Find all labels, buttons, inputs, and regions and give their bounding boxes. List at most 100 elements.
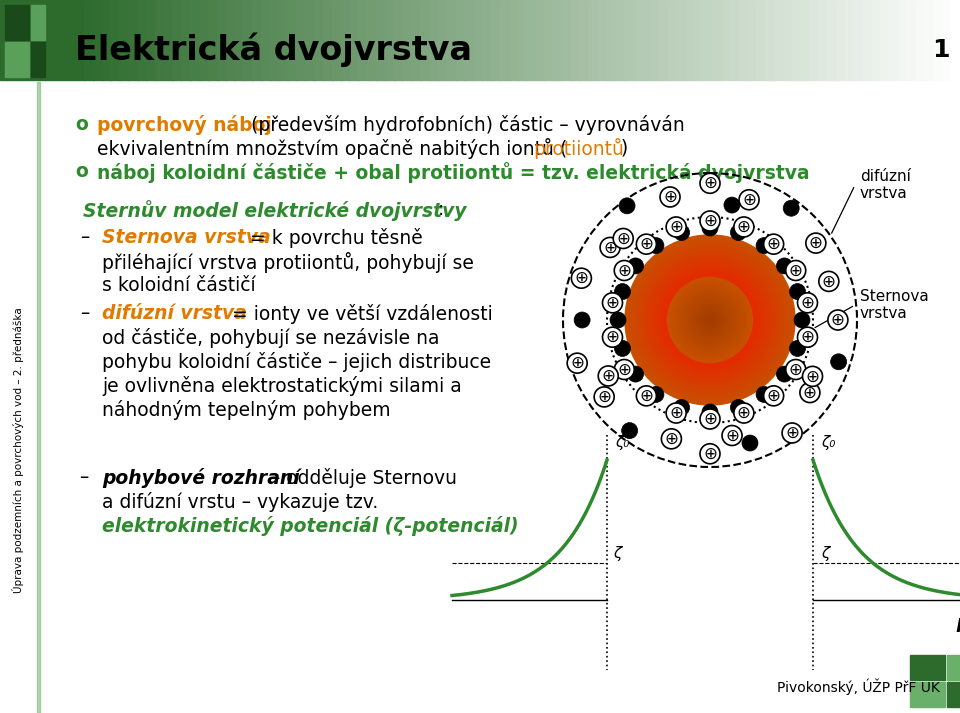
Circle shape — [763, 234, 783, 254]
Circle shape — [567, 353, 588, 373]
Bar — [614, 0, 625, 80]
Circle shape — [783, 200, 800, 216]
Bar — [305, 0, 315, 80]
Text: ): ) — [621, 138, 628, 157]
Bar — [37, 82, 40, 713]
Bar — [482, 0, 492, 80]
Bar — [376, 0, 386, 80]
Circle shape — [648, 258, 772, 381]
Circle shape — [613, 228, 634, 249]
Circle shape — [722, 426, 742, 446]
Bar — [712, 0, 722, 80]
Circle shape — [603, 327, 622, 347]
Circle shape — [648, 386, 664, 402]
Circle shape — [708, 318, 712, 322]
Bar — [947, 682, 960, 707]
Text: Sternova
vrstva: Sternova vrstva — [860, 289, 928, 321]
Circle shape — [700, 173, 720, 193]
Text: ⊕: ⊕ — [639, 235, 654, 253]
Circle shape — [693, 303, 727, 337]
Text: s koloidní částičí: s koloidní částičí — [102, 276, 255, 295]
Bar — [933, 0, 944, 80]
Text: ⊕: ⊕ — [785, 424, 799, 442]
Bar — [863, 0, 873, 80]
Text: difúzní vrstva: difúzní vrstva — [102, 304, 247, 323]
Bar — [128, 0, 138, 80]
Text: ⊕: ⊕ — [601, 367, 615, 385]
Text: ⊕: ⊕ — [801, 294, 814, 312]
Text: ⊕: ⊕ — [639, 387, 654, 405]
Bar — [562, 0, 571, 80]
Bar — [287, 0, 298, 80]
Text: ⊕: ⊕ — [789, 262, 803, 279]
Circle shape — [803, 366, 823, 386]
Bar — [677, 0, 686, 80]
Circle shape — [733, 403, 754, 423]
Bar — [491, 0, 501, 80]
Bar — [323, 0, 333, 80]
Text: –: – — [80, 468, 95, 487]
Circle shape — [632, 242, 788, 399]
Bar — [438, 0, 447, 80]
Bar — [385, 0, 395, 80]
Text: ⊕: ⊕ — [789, 361, 803, 379]
Circle shape — [800, 383, 820, 403]
Circle shape — [739, 190, 759, 210]
Bar — [110, 0, 120, 80]
Circle shape — [674, 284, 746, 356]
Bar — [155, 0, 164, 80]
Bar — [924, 0, 934, 80]
Text: náboj koloidní částiče + obal protiiontů = tzv. elektrická dvojvrstva: náboj koloidní částiče + obal protiiontů… — [97, 162, 809, 183]
Circle shape — [724, 197, 740, 213]
Circle shape — [763, 386, 783, 406]
Circle shape — [702, 220, 718, 236]
Bar — [473, 0, 483, 80]
Bar — [456, 0, 466, 80]
Circle shape — [688, 299, 732, 342]
Text: ⊕: ⊕ — [742, 191, 756, 209]
Circle shape — [789, 284, 805, 299]
Text: ⊕: ⊕ — [737, 218, 751, 236]
Text: ⊕: ⊕ — [767, 387, 780, 405]
Text: Úprava podzemních a povrchových vod – 2. přednáška: Úprava podzemních a povrchových vod – 2.… — [12, 307, 24, 593]
Bar — [163, 0, 174, 80]
Text: ⊕: ⊕ — [805, 367, 820, 385]
Text: ⊕: ⊕ — [801, 328, 814, 347]
Bar — [704, 0, 713, 80]
Text: ⊕: ⊕ — [725, 426, 739, 444]
Circle shape — [610, 312, 626, 328]
Circle shape — [636, 386, 657, 406]
Circle shape — [805, 233, 826, 253]
Bar — [739, 0, 749, 80]
Circle shape — [789, 340, 805, 356]
Bar — [606, 0, 616, 80]
Circle shape — [571, 268, 591, 288]
Circle shape — [704, 314, 716, 327]
Bar — [420, 0, 430, 80]
Text: ⊕: ⊕ — [574, 270, 588, 287]
Text: ⊕: ⊕ — [617, 361, 632, 379]
Circle shape — [614, 359, 635, 379]
Text: ⊕: ⊕ — [603, 238, 617, 257]
Bar — [146, 0, 156, 80]
Bar — [748, 0, 757, 80]
Text: přiléhající vrstva protiiontů, pohybují se: přiléhající vrstva protiiontů, pohybují … — [102, 252, 474, 273]
Bar — [756, 0, 766, 80]
Text: ⊕: ⊕ — [831, 311, 845, 329]
Bar — [880, 0, 890, 80]
Text: náhodným tepelným pohybem: náhodným tepelným pohybem — [102, 400, 391, 420]
Bar — [84, 0, 94, 80]
Circle shape — [678, 288, 742, 352]
Circle shape — [655, 265, 765, 375]
Text: ⊕: ⊕ — [703, 410, 717, 428]
Bar — [570, 0, 581, 80]
Bar — [730, 0, 740, 80]
Text: elektrokinetický potenciál (ζ-potenciál): elektrokinetický potenciál (ζ-potenciál) — [102, 516, 518, 536]
Bar — [801, 0, 810, 80]
Text: difúzní
vrstva: difúzní vrstva — [860, 169, 911, 201]
Circle shape — [672, 282, 748, 358]
Circle shape — [625, 235, 795, 405]
Text: ⊕: ⊕ — [669, 404, 684, 422]
Circle shape — [628, 366, 643, 382]
Text: ⊕: ⊕ — [803, 384, 817, 401]
